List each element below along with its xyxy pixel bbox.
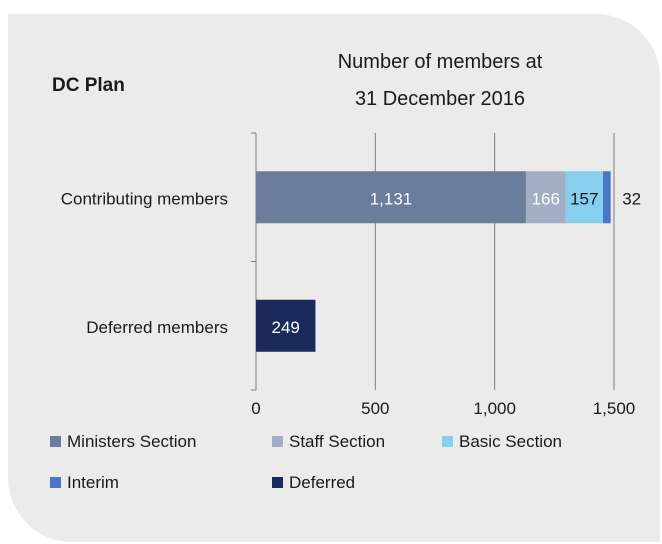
chart-title-line-1: Number of members at [338,51,543,73]
bar-deferred-members-deferred [256,299,316,352]
data-label-contributing-members-ministers-section: 1,131 [370,189,413,208]
data-label-contributing-members-staff-section: 166 [532,189,560,208]
data-labels: 1,131 166 157 32 249 [272,189,642,337]
legend-swatch-deferred [272,477,283,488]
legend-swatch-basic-section [442,436,453,447]
category-axis [251,132,257,391]
legend-label-staff-section: Staff Section [289,432,385,451]
legend-label-ministers-section: Ministers Section [67,432,196,451]
legend-label-interim: Interim [67,473,119,492]
bar-contributing-members-staff-section [525,171,566,224]
x-tick-labels: 0 500 1,000 1,500 [251,399,635,418]
legend: Ministers Section Staff Section Basic Sect… [50,432,562,492]
x-tick-label-500: 500 [361,399,389,418]
bar-contributing-members-basic-section [565,171,604,224]
legend-label-basic-section: Basic Section [459,432,562,451]
category-label-contributing-members: Contributing members [61,189,228,208]
plan-label: DC Plan [52,75,125,96]
x-tick-label-1-000: 1,000 [473,399,516,418]
data-label-contributing-members-interim: 32 [622,189,641,208]
x-tick-label-0: 0 [251,399,260,418]
legend-swatch-interim [50,477,61,488]
bar-contributing-members-ministers-section [256,171,526,224]
chart-title-line-2: 31 December 2016 [355,88,525,110]
category-labels: Contributing members Deferred members [61,189,228,337]
x-tick-label-1-500: 1,500 [593,399,636,418]
bar-contributing-members-interim [603,171,611,224]
data-label-deferred-members-deferred: 249 [272,318,300,337]
legend-swatch-staff-section [272,436,283,447]
legend-swatch-ministers-section [50,436,61,447]
legend-label-deferred: Deferred [289,473,355,492]
data-label-contributing-members-basic-section: 157 [570,189,598,208]
bars [256,171,611,352]
category-label-deferred-members: Deferred members [86,318,228,337]
chart-panel [8,14,660,542]
